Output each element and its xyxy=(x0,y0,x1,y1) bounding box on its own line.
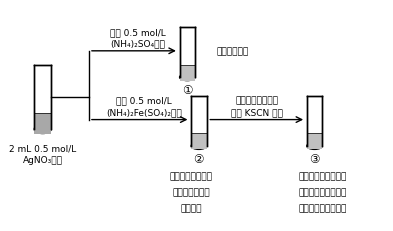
Bar xyxy=(180,65,195,81)
Ellipse shape xyxy=(307,143,322,150)
Ellipse shape xyxy=(180,74,195,81)
Bar xyxy=(34,61,51,113)
Bar xyxy=(34,113,51,134)
Ellipse shape xyxy=(34,125,51,134)
Text: ②: ② xyxy=(194,152,204,165)
Text: 銀镜附着: 銀镜附着 xyxy=(180,204,202,213)
Text: (NH₄)₂SO₄溶液: (NH₄)₂SO₄溶液 xyxy=(111,39,165,48)
Text: 几滴 KSCN 溶液: 几滴 KSCN 溶液 xyxy=(231,108,283,117)
Text: AgNO₃溶液: AgNO₃溶液 xyxy=(23,155,63,164)
Text: 色消失，沉淠量增加: 色消失，沉淠量增加 xyxy=(298,204,346,213)
Bar xyxy=(180,24,195,65)
Text: 几滴 0.5 mol/L: 几滴 0.5 mol/L xyxy=(116,96,172,105)
Text: 产生白色沉淠，溶液: 产生白色沉淠，溶液 xyxy=(298,171,346,180)
Text: 有白色沉淠生成，: 有白色沉淠生成， xyxy=(170,171,213,180)
Text: ③: ③ xyxy=(309,152,320,165)
Text: 2 mL 0.5 mol/L: 2 mL 0.5 mol/L xyxy=(9,144,76,153)
Bar xyxy=(191,134,207,150)
Ellipse shape xyxy=(191,143,207,150)
Text: 几滴 0.5 mol/L: 几滴 0.5 mol/L xyxy=(110,28,166,37)
Text: 试管壁上逐渐有: 试管壁上逐渐有 xyxy=(172,188,210,196)
Text: (NH₄)₂Fe(SO₄)₂溶液: (NH₄)₂Fe(SO₄)₂溶液 xyxy=(106,108,182,117)
Text: 局部变红，振荡后红: 局部变红，振荡后红 xyxy=(298,188,346,196)
Bar xyxy=(307,93,322,134)
Bar xyxy=(191,93,207,134)
Text: 只有白色沉淠: 只有白色沉淠 xyxy=(216,47,248,56)
Text: 取上层清液，滴加: 取上层清液，滴加 xyxy=(235,96,278,105)
Text: ①: ① xyxy=(182,83,193,96)
Bar xyxy=(307,134,322,150)
